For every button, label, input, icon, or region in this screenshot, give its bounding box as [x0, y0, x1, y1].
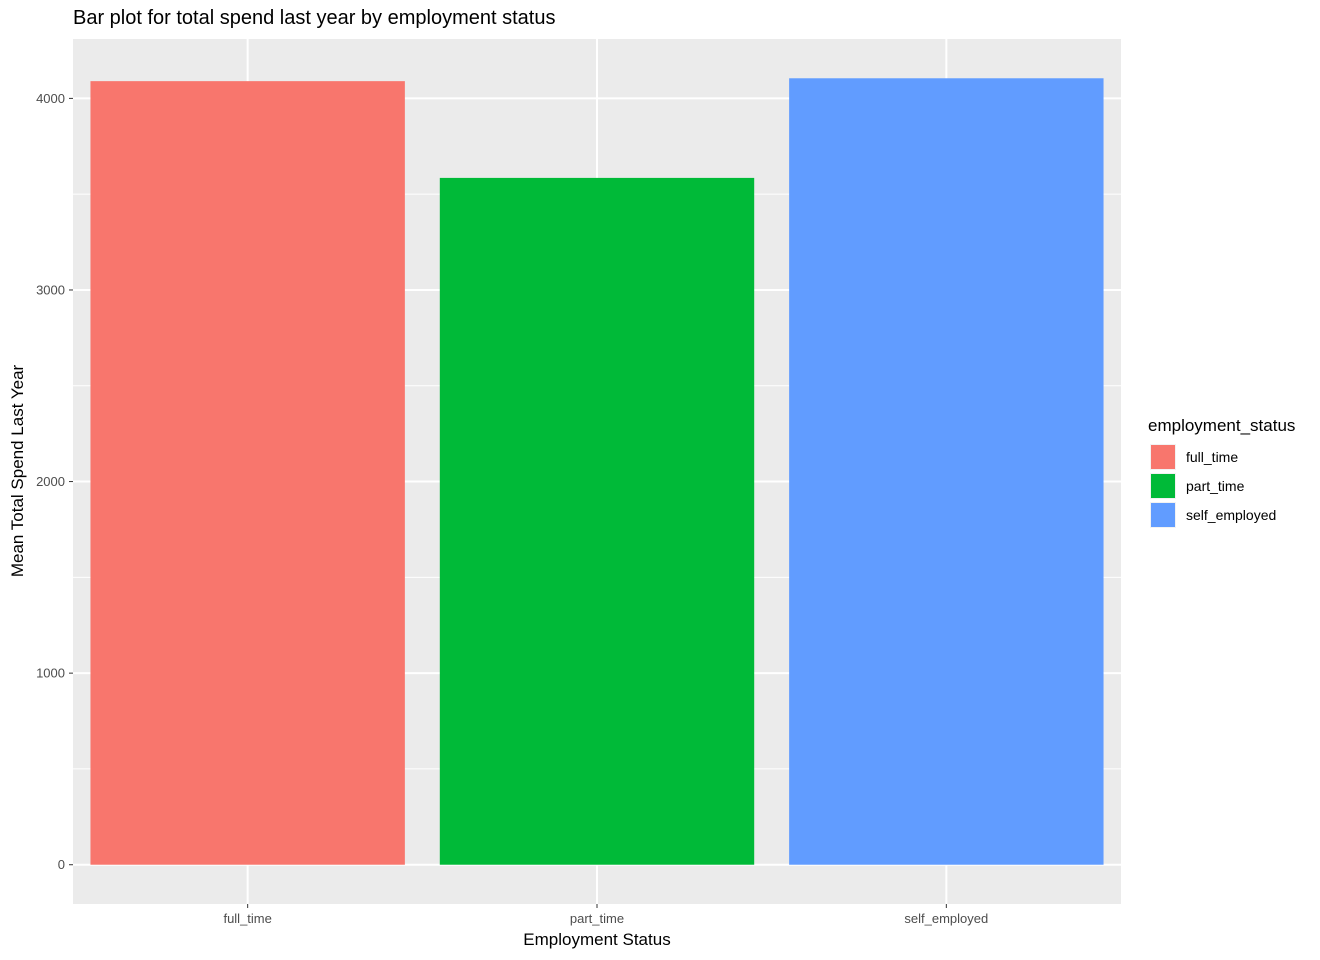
y-tick-label: 3000	[36, 282, 65, 297]
x-tick-label: full_time	[223, 911, 271, 926]
y-tick-label: 4000	[36, 91, 65, 106]
legend-label: part_time	[1186, 478, 1245, 494]
y-axis: 0 1000 2000 3000 4000	[36, 91, 73, 872]
legend-label: self_employed	[1186, 507, 1276, 523]
bar-part-time	[439, 177, 755, 865]
x-tick-label: self_employed	[904, 911, 988, 926]
chart-title: Bar plot for total spend last year by em…	[73, 7, 555, 29]
x-tick-label: part_time	[570, 911, 624, 926]
y-axis-title: Mean Total Spend Last Year	[8, 364, 27, 577]
legend-label: full_time	[1186, 449, 1238, 465]
y-tick-label: 1000	[36, 666, 65, 681]
y-tick-label: 0	[58, 857, 65, 872]
legend-title: employment_status	[1148, 416, 1295, 435]
legend-swatch-self-employed	[1151, 503, 1175, 527]
bar-self-employed	[789, 78, 1104, 865]
bar-full-time	[90, 81, 405, 865]
legend: employment_status full_time part_timeself…	[1148, 416, 1295, 528]
x-axis: full_time part_time self_employed	[223, 904, 988, 926]
legend-items: full_time part_time self_employed	[1150, 444, 1276, 528]
legend-swatch-part-time	[1151, 474, 1175, 498]
y-tick-label: 2000	[36, 474, 65, 489]
bars	[90, 78, 1104, 865]
x-axis-title: Employment Status	[523, 930, 670, 949]
legend-swatch-full-time	[1151, 445, 1175, 469]
